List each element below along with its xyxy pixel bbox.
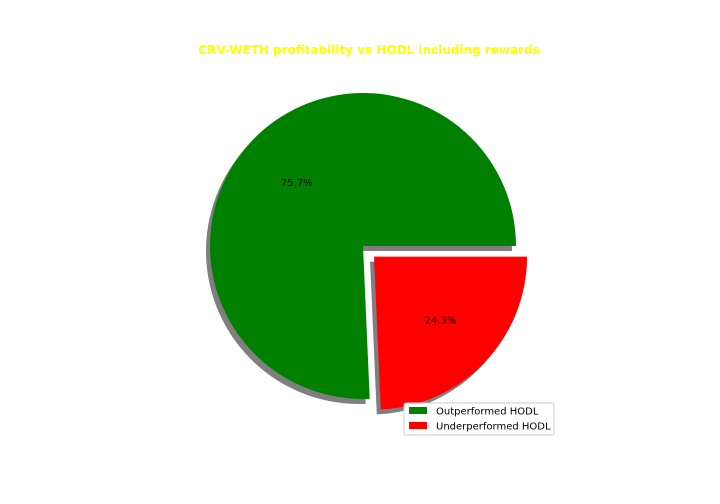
legend-swatch-underperformed-hodl: [409, 422, 427, 429]
legend: Outperformed HODL Underperformed HODL: [403, 402, 555, 436]
legend-frame: [403, 402, 555, 436]
chart-title: CRV-WETH profitability vs HODL including…: [198, 43, 539, 57]
legend-swatch-outperformed-hodl: [409, 407, 427, 414]
pie-labels: 75.7% 24.3%: [281, 178, 456, 327]
legend-label-outperformed-hodl: Outperformed HODL: [436, 407, 539, 418]
slice-underperformed-hodl: [374, 256, 528, 410]
legend-label-underperformed-hodl: Underperformed HODL: [436, 422, 551, 433]
slice-label-outperformed-hodl: 75.7%: [281, 178, 313, 189]
slice-label-underperformed-hodl: 24.3%: [425, 316, 457, 327]
slice-outperformed-hodl: [210, 92, 517, 399]
pie-slices: [210, 92, 528, 410]
